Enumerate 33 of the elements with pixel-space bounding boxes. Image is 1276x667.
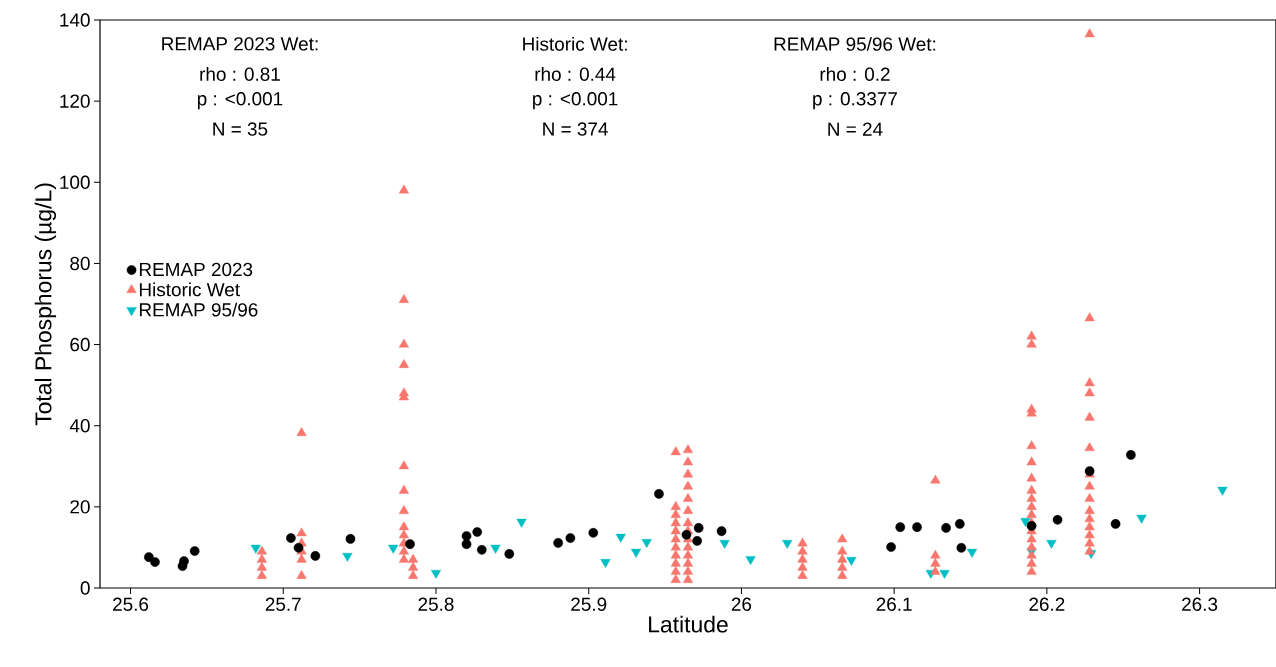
annotation: rho : 0.2 bbox=[820, 67, 890, 81]
x-tick-label: 26.1 bbox=[876, 597, 912, 611]
legend-label: Historic Wet bbox=[139, 282, 240, 297]
annotation: p : <0.001 bbox=[197, 92, 283, 110]
y-tick-label: 20 bbox=[70, 500, 90, 514]
annotation: Historic Wet: bbox=[523, 36, 627, 51]
annotation: rho : 0.44 bbox=[535, 67, 616, 81]
x-axis-title: Latitude bbox=[649, 615, 728, 633]
y-tick-label: 60 bbox=[70, 337, 90, 352]
x-tick-label: 25.7 bbox=[265, 597, 301, 611]
annotation: REMAP 95/96 Wet: bbox=[774, 36, 936, 51]
x-tick-label: 25.6 bbox=[113, 597, 149, 611]
annotation: p : <0.001 bbox=[533, 92, 618, 110]
x-tick-label: 26 bbox=[731, 597, 752, 611]
legend-label: REMAP 95/96 bbox=[139, 302, 258, 317]
y-tick-label: 100 bbox=[60, 175, 90, 189]
y-tick-label: 0 bbox=[80, 581, 90, 595]
annotation: p : 0.3377 bbox=[813, 92, 897, 110]
x-tick-label: 26.3 bbox=[1182, 597, 1218, 611]
legend-label: REMAP 2023 bbox=[139, 262, 253, 277]
x-tick-label: 25.9 bbox=[571, 597, 607, 611]
annotation: rho : 0.81 bbox=[200, 67, 280, 81]
annotation: N = 374 bbox=[543, 122, 608, 136]
annotation: REMAP 2023 Wet: bbox=[162, 37, 318, 51]
y-tick-label: 40 bbox=[69, 419, 90, 433]
annotation: N = 24 bbox=[828, 122, 883, 136]
x-tick-label: 25.8 bbox=[418, 597, 454, 611]
y-tick-label: 120 bbox=[60, 94, 90, 108]
y-tick-label: 80 bbox=[70, 256, 90, 271]
x-tick-label: 26.2 bbox=[1029, 597, 1065, 611]
annotation: N = 35 bbox=[213, 122, 268, 136]
y-axis-title: Total Phosphorus (µg/L) bbox=[34, 183, 57, 426]
y-tick-label: 140 bbox=[60, 13, 90, 27]
